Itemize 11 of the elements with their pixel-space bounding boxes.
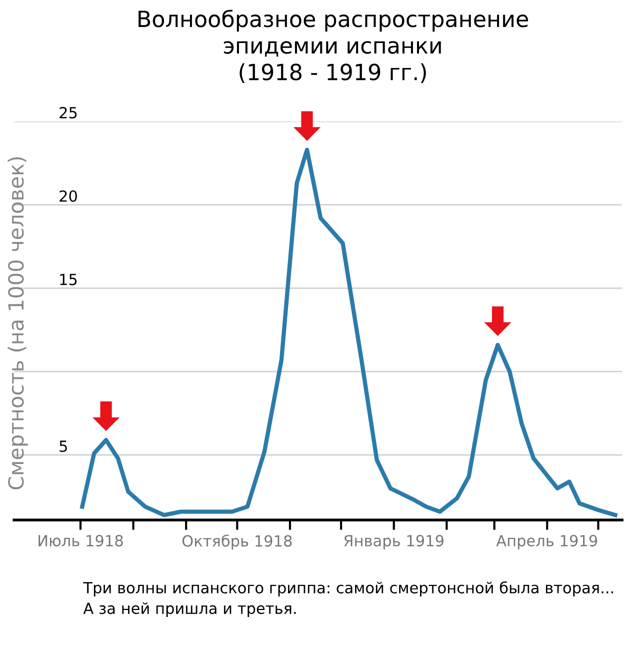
chart-title: Волнообразное распространение эпидемии испанки (1918 - 1919 гг.) (138, 10, 528, 84)
x-tick-label: Январь 1919 (344, 534, 444, 550)
x-tick-label: Октябрь 1918 (182, 534, 292, 550)
y-tick-label: 25 (60, 106, 77, 118)
y-tick-label: 5 (60, 440, 67, 452)
text: Три волны испанского гриппа: самой смертонсной была вторая... А за ней пришла и третья. (83, 581, 613, 618)
y-tick-label: 20 (60, 190, 77, 202)
y-tick-label: 15 (60, 274, 77, 286)
y-axis-title: Смертность (на 1000 человек) (8, 157, 28, 490)
x-tick-label: Апрель 1919 (496, 534, 598, 550)
x-tick-label: Июль 1918 (38, 534, 123, 546)
